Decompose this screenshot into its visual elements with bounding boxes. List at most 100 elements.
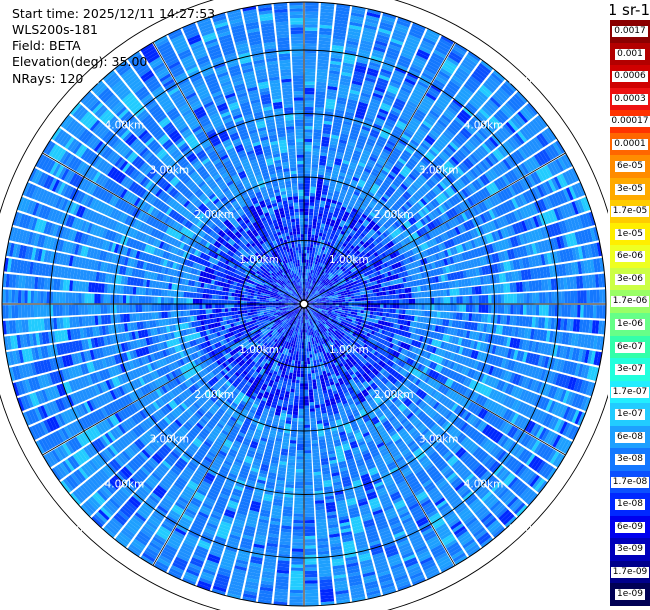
ppi-cell: [314, 277, 317, 282]
ppi-cell: [536, 114, 548, 128]
ppi-cell: [420, 100, 432, 109]
ppi-cell: [331, 44, 344, 50]
ppi-cell: [385, 176, 394, 183]
ppi-cell: [392, 72, 404, 80]
ppi-cell: [328, 264, 332, 268]
ppi-cell: [371, 150, 380, 157]
ppi-cell: [317, 62, 329, 67]
ppi-cell: [466, 122, 477, 133]
ppi-cell: [321, 142, 329, 147]
ppi-cell: [339, 81, 351, 87]
ppi-cell: [304, 68, 316, 73]
ppi-cell: [380, 240, 387, 246]
ppi-cell: [381, 65, 394, 73]
ppi-cell: [315, 94, 326, 99]
ppi-cell: [351, 229, 357, 235]
ppi-cell: [519, 293, 524, 304]
ppi-cell: [481, 295, 486, 304]
ppi-cell: [389, 134, 399, 142]
ppi-cell: [424, 304, 428, 310]
ppi-cell: [378, 74, 390, 82]
ppi-cell: [320, 197, 327, 202]
ppi-cell: [355, 110, 366, 117]
ppi-cell: [311, 266, 314, 271]
ppi-cell: [352, 207, 358, 213]
ppi-cell: [410, 183, 419, 192]
ppi-cell: [395, 314, 399, 319]
ppi-cell: [383, 214, 390, 221]
ppi-cell: [316, 292, 320, 296]
ppi-cell: [325, 101, 336, 107]
ppi-cell: [360, 190, 368, 197]
ppi-cell: [329, 70, 340, 75]
ppi-cell: [430, 162, 439, 171]
ppi-cell: [392, 294, 396, 299]
ppi-cell: [341, 186, 348, 192]
ppi-cell: [366, 141, 375, 147]
ppi-cell: [529, 292, 533, 304]
ppi-cell: [432, 187, 440, 196]
ppi-cell: [358, 49, 371, 55]
ppi-cell: [313, 257, 317, 261]
ppi-cell: [362, 170, 370, 177]
ppi-cell: [348, 138, 357, 144]
ppi-cell: [342, 259, 347, 264]
ppi-cell: [336, 3, 351, 9]
ppi-cell: [450, 296, 454, 304]
ppi-cell: [314, 294, 318, 297]
ppi-cell: [353, 173, 361, 179]
ppi-cell: [426, 63, 439, 73]
ppi-cell: [360, 297, 365, 301]
ppi-cell: [394, 163, 403, 170]
ppi-cell: [387, 218, 394, 225]
ppi-cell: [366, 216, 372, 223]
ppi-cell: [315, 290, 319, 294]
ppi-cell: [321, 282, 325, 286]
ppi-cell: [386, 87, 398, 95]
ppi-cell: [331, 274, 335, 279]
ppi-cell: [353, 247, 358, 253]
ppi-cell: [314, 264, 317, 268]
ppi-cell: [340, 230, 346, 235]
ppi-cell: [476, 65, 490, 76]
ppi-cell: [370, 311, 374, 315]
ppi-cell: [311, 231, 316, 235]
ppi-cell: [474, 92, 487, 103]
ppi-cell: [308, 279, 311, 283]
ppi-cell: [384, 163, 392, 171]
ppi-cell: [342, 263, 347, 268]
ppi-cell: [354, 301, 358, 304]
ppi-cell: [519, 304, 524, 315]
ppi-cell: [449, 141, 459, 151]
ppi-cell: [312, 260, 316, 264]
ppi-cell: [448, 158, 457, 168]
ppi-cell: [465, 172, 474, 182]
ppi-cell: [371, 253, 376, 259]
ppi-cell: [310, 295, 314, 298]
ppi-cell: [399, 155, 409, 163]
ppi-cell: [376, 80, 388, 87]
ppi-cell: [383, 238, 389, 244]
ppi-cell: [357, 182, 365, 188]
ppi-cell: [500, 85, 513, 97]
ppi-cell: [340, 265, 344, 270]
ppi-cell: [332, 128, 341, 133]
ppi-cell: [389, 295, 393, 300]
ppi-cell: [370, 296, 374, 301]
ppi-cell: [307, 266, 310, 270]
ppi-cell: [417, 80, 429, 89]
ppi-cell: [346, 268, 351, 273]
ppi-cell: [363, 235, 369, 241]
ppi-cell: [368, 222, 374, 229]
ppi-cell: [464, 142, 474, 153]
ppi-cell: [460, 162, 469, 172]
ppi-cell: [351, 83, 362, 89]
ppi-cell: [308, 215, 313, 219]
ppi-cell: [462, 312, 466, 321]
ppi-cell: [332, 38, 345, 44]
ppi-cell: [374, 180, 382, 187]
ppi-cell: [397, 92, 409, 100]
ppi-cell: [436, 139, 446, 148]
ppi-cell: [440, 311, 444, 319]
ppi-cell: [403, 130, 413, 139]
